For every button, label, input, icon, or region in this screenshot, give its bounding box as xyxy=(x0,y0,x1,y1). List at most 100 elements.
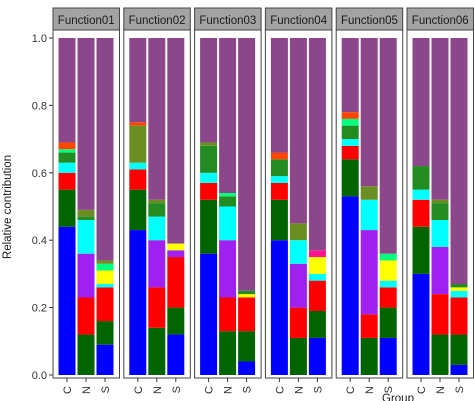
bar-segment xyxy=(379,280,397,288)
bar-segment xyxy=(431,38,449,200)
y-tick-label: 0.0 xyxy=(32,370,47,382)
x-tick-label: N xyxy=(435,386,447,394)
x-tick-label: C xyxy=(133,386,145,394)
bar-segment xyxy=(270,159,288,177)
y-tick-label: 0.6 xyxy=(32,168,47,180)
facet-panel: Function05 C N S xyxy=(335,7,404,394)
bar-segment xyxy=(148,199,166,204)
bar-segment xyxy=(379,260,397,281)
stacked-bar xyxy=(77,38,95,375)
bar-segment xyxy=(431,199,449,204)
bar-segment xyxy=(167,307,185,335)
bar-segment xyxy=(308,257,326,274)
bar-segment xyxy=(148,216,166,241)
bar-segment xyxy=(167,38,185,244)
bar-segment xyxy=(289,307,307,338)
facet-strip-label: Function03 xyxy=(199,15,256,27)
bar-segment xyxy=(341,145,359,160)
y-tick-label: 0.4 xyxy=(32,235,47,247)
bar-segment xyxy=(96,321,114,345)
bar-segment xyxy=(431,246,449,295)
x-tick-label: C xyxy=(204,386,216,394)
bar-segment xyxy=(308,38,326,251)
bar-segment xyxy=(200,142,218,146)
stacked-bar xyxy=(238,38,256,375)
x-tick-label: C xyxy=(274,386,286,394)
bar-segment xyxy=(270,152,288,160)
x-tick-label: N xyxy=(364,386,376,394)
y-axis-title: Relative contribution xyxy=(2,155,14,259)
x-tick-label: C xyxy=(345,386,357,394)
bar-segment xyxy=(360,38,378,187)
y-axis: 0.0 0.2 0.4 0.6 0.8 1.0 xyxy=(32,33,53,382)
bar-segment xyxy=(450,284,468,288)
x-tick-label: S xyxy=(454,386,466,393)
bar-segment xyxy=(341,159,359,197)
bar-segment xyxy=(96,260,114,264)
bar-segment xyxy=(58,226,76,375)
bar-segment xyxy=(219,240,237,298)
facet-strip-label: Function01 xyxy=(58,15,115,27)
bar-segment xyxy=(167,250,185,258)
stacked-bar xyxy=(412,38,430,375)
bar-segment xyxy=(360,337,378,375)
y-tick-label: 0.8 xyxy=(32,100,47,112)
x-axis-title: Group xyxy=(382,393,414,401)
bar-segment xyxy=(129,122,147,126)
bar-segment xyxy=(308,250,326,258)
bar-segment xyxy=(270,176,288,183)
facet-panel: Function01 C N S xyxy=(52,7,120,394)
bar-segment xyxy=(167,334,185,375)
bar-segment xyxy=(412,199,430,227)
bar-segment xyxy=(450,287,468,291)
stacked-bar xyxy=(341,38,359,375)
bar-segment xyxy=(219,196,237,207)
bar-segment xyxy=(58,142,76,150)
bar-segment xyxy=(58,172,76,190)
bar-segment xyxy=(77,253,95,298)
bar-segment xyxy=(360,230,378,315)
bar-segment xyxy=(360,186,378,200)
bar-segment xyxy=(450,290,468,298)
bar-segment xyxy=(289,263,307,308)
bar-segment xyxy=(96,263,114,271)
bar-segment xyxy=(167,243,185,251)
stacked-bar xyxy=(148,38,166,375)
bar-segment xyxy=(379,253,397,261)
bar-segment xyxy=(308,280,326,311)
bar-segment xyxy=(96,270,114,285)
bar-segment xyxy=(96,287,114,322)
bar-segment xyxy=(129,230,147,375)
y-tick-label: 0.2 xyxy=(32,303,47,315)
bar-segment xyxy=(450,364,468,375)
stacked-bar xyxy=(167,38,185,375)
bar-segment xyxy=(412,38,430,167)
bar-segment xyxy=(200,253,218,375)
bar-segment xyxy=(58,162,76,173)
stacked-bar xyxy=(289,38,307,375)
bar-segment xyxy=(77,297,95,335)
stacked-bar xyxy=(431,38,449,375)
bar-segment xyxy=(341,139,359,146)
facet-panel: Function04 C N S xyxy=(264,7,333,394)
bar-segment xyxy=(200,182,218,200)
bar-segment xyxy=(77,219,95,254)
bar-segment xyxy=(77,209,95,217)
bar-segment xyxy=(129,125,147,163)
bar-segment xyxy=(308,310,326,338)
bar-segment xyxy=(167,257,185,308)
stacked-bar xyxy=(96,38,114,375)
bar-segment xyxy=(431,334,449,375)
bar-segment xyxy=(270,240,288,375)
bar-segment xyxy=(308,337,326,375)
bar-segment xyxy=(77,38,95,210)
bar-segment xyxy=(450,334,468,365)
bar-segment xyxy=(450,38,468,285)
bar-segment xyxy=(200,199,218,254)
bar-segment xyxy=(341,38,359,113)
bar-segment xyxy=(379,307,397,338)
bar-segment xyxy=(379,337,397,375)
x-tick-label: N xyxy=(152,386,164,394)
